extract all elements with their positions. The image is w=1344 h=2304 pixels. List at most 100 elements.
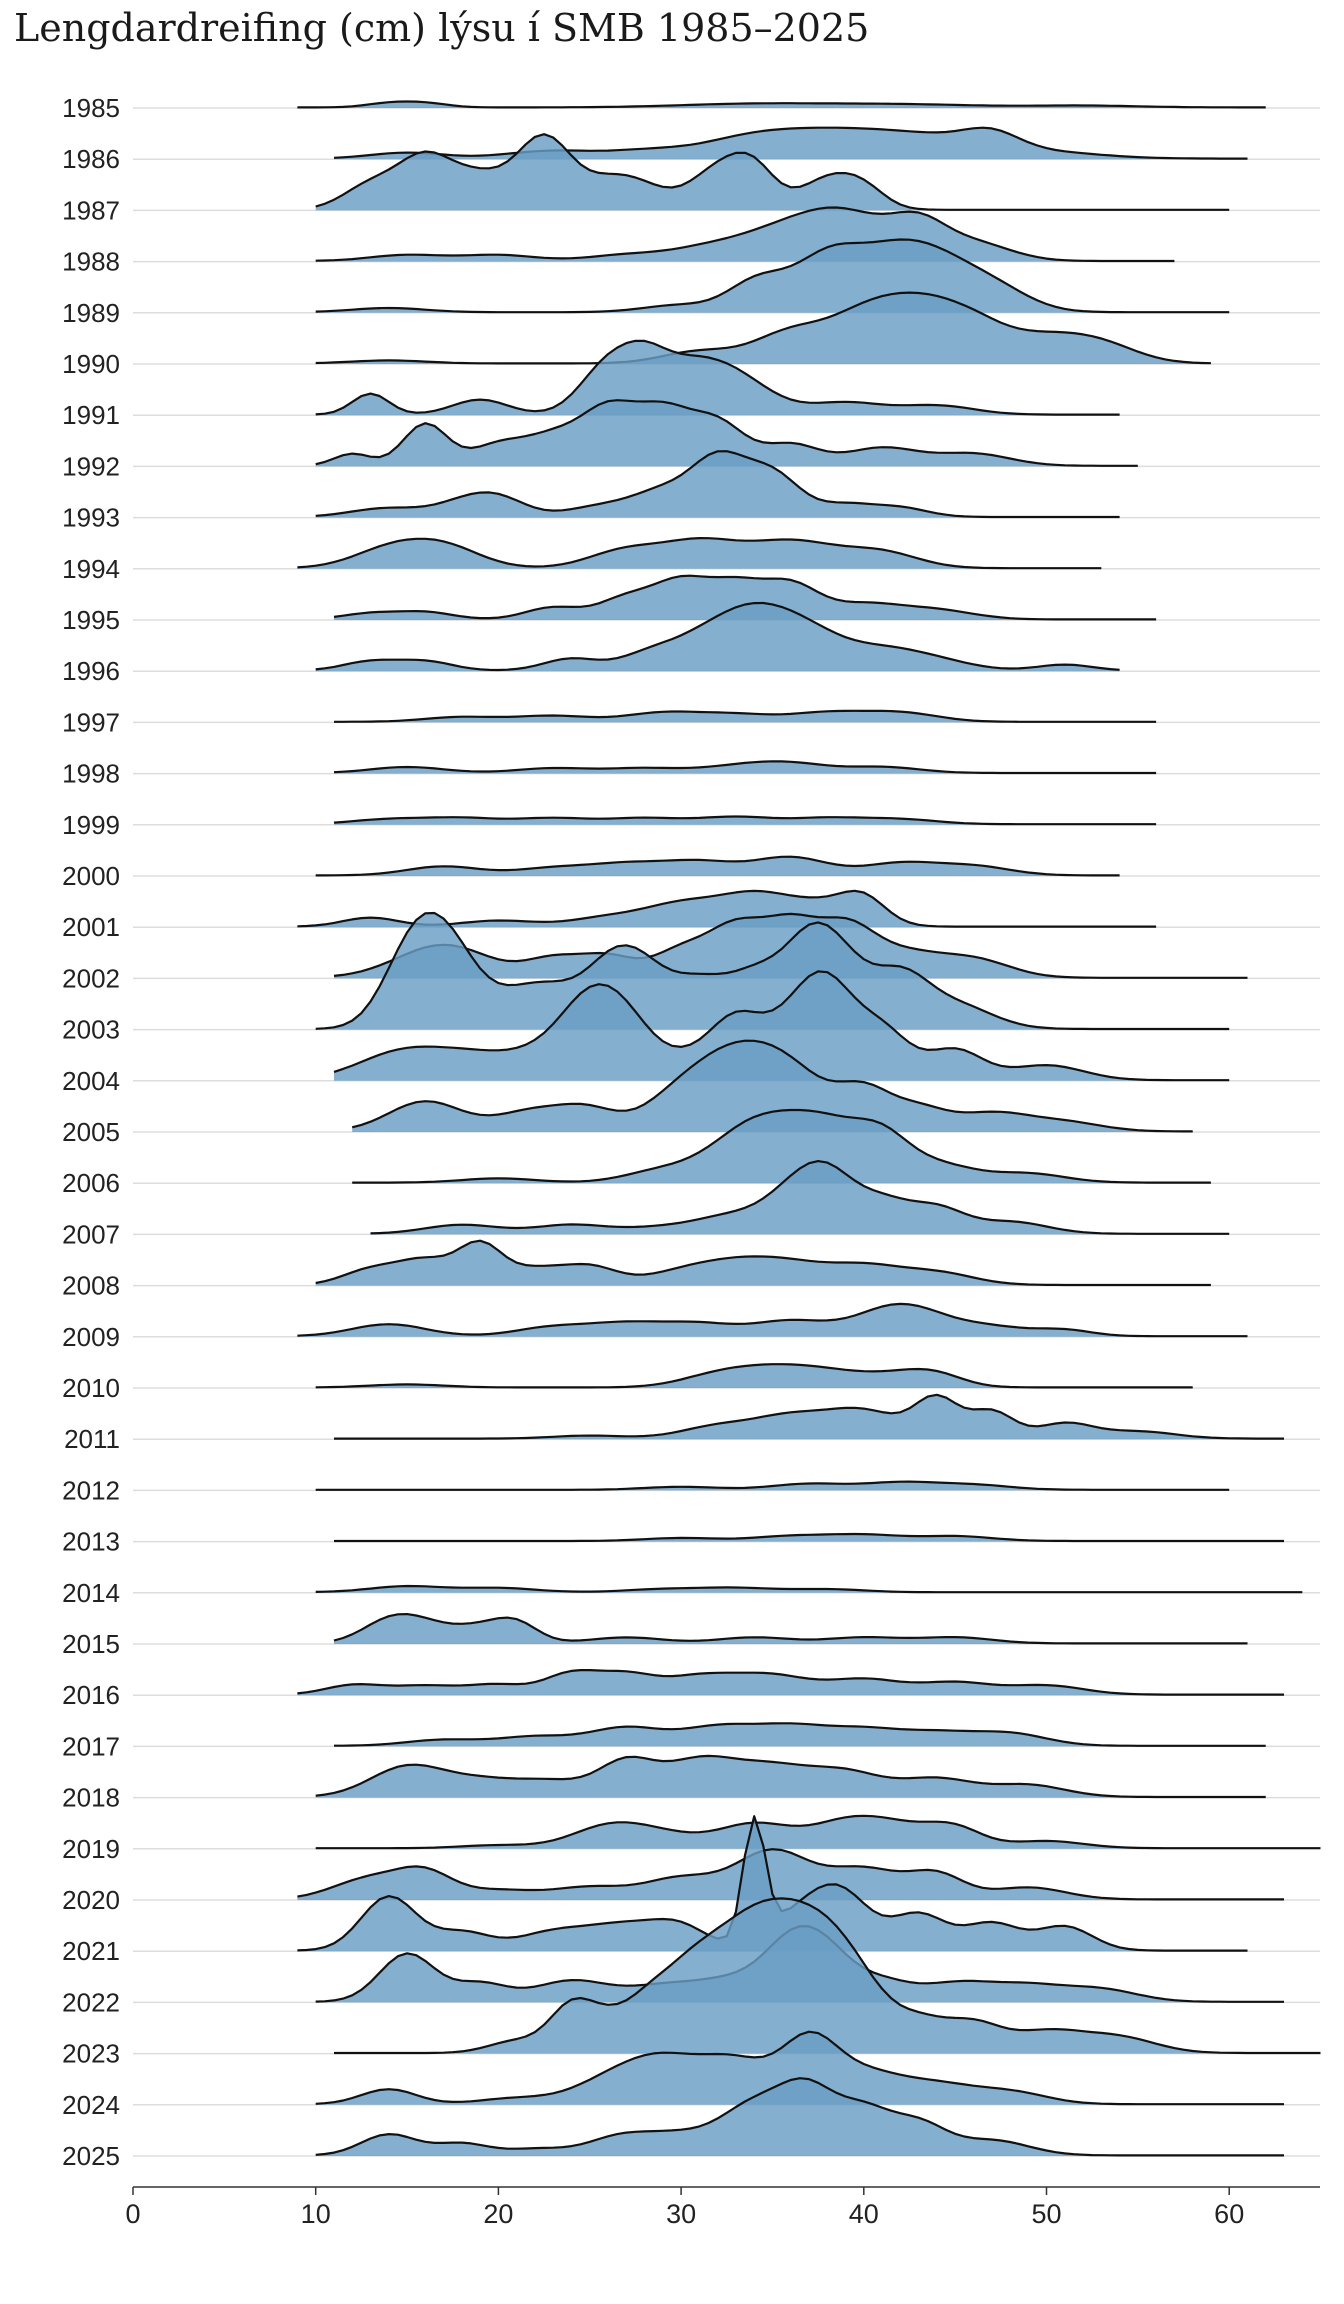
ridge-fill-2004	[334, 971, 1230, 1081]
ridge-line-2006	[352, 1108, 1211, 1184]
ridge-1998	[333, 760, 1157, 775]
x-tick-label-50: 50	[1031, 2199, 1061, 2229]
ridge-line-2018	[315, 1754, 1266, 1799]
ridge-1988	[315, 206, 1175, 263]
ridge-2016	[297, 1669, 1284, 1696]
ridge-line-1992	[315, 399, 1138, 467]
year-label-1996: 1996	[62, 656, 120, 686]
ridge-fill-2006	[352, 1110, 1211, 1184]
year-label-2017: 2017	[62, 1731, 120, 1761]
x-tick-label-60: 60	[1214, 2199, 1244, 2229]
ridge-line-2019	[315, 1814, 1321, 1850]
ridge-line-2017	[334, 1722, 1266, 1747]
year-label-2002: 2002	[62, 963, 120, 993]
ridge-fill-2010	[315, 1364, 1193, 1388]
ridge-fill-2023	[334, 1898, 1321, 2054]
ridge-1990	[315, 291, 1211, 365]
year-label-2013: 2013	[62, 1527, 120, 1557]
ridge-line-2003	[315, 911, 1230, 1031]
ridge-fill-2005	[352, 1040, 1193, 1132]
ridge-line-2020	[297, 1848, 1284, 1901]
ridge-1991	[315, 339, 1120, 416]
ridge-line-2008	[315, 1239, 1211, 1287]
chart-title: Lengdardreifing (cm) lýsu í SMB 1985–202…	[14, 6, 870, 50]
year-label-2006: 2006	[62, 1168, 120, 1198]
year-label-2010: 2010	[62, 1373, 120, 1403]
year-label-1991: 1991	[62, 400, 120, 430]
ridge-line-1986	[333, 126, 1248, 160]
ridge-2005	[351, 1039, 1193, 1133]
year-label-1992: 1992	[62, 451, 120, 481]
year-label-2011: 2011	[64, 1424, 120, 1454]
ridge-line-2016	[297, 1669, 1284, 1696]
ridge-line-1998	[333, 760, 1157, 775]
ridge-2014	[315, 1584, 1303, 1594]
ridge-line-1989	[315, 238, 1230, 314]
ridge-line-2004	[333, 970, 1230, 1082]
ridge-line-2015	[333, 1613, 1248, 1645]
ridge-2012	[315, 1480, 1230, 1491]
ridge-line-2009	[297, 1302, 1248, 1338]
ridge-fill-2003	[315, 913, 1230, 1030]
ridge-2000	[315, 855, 1120, 877]
ridge-fill-2007	[370, 1161, 1230, 1235]
ridge-fill-2013	[334, 1534, 1284, 1542]
ridge-1987	[315, 133, 1230, 211]
ridge-fill-1997	[334, 710, 1157, 723]
ridge-line-2010	[315, 1363, 1193, 1389]
ridge-fill-2000	[315, 856, 1120, 876]
ridge-line-1990	[315, 291, 1211, 365]
year-label-2019: 2019	[62, 1834, 120, 1864]
year-label-1998: 1998	[62, 759, 120, 789]
ridge-line-2007	[370, 1160, 1230, 1235]
ridge-line-1999	[333, 815, 1157, 826]
ridge-2007	[370, 1160, 1230, 1235]
ridge-fill-1998	[334, 761, 1157, 774]
ridge-2004	[333, 970, 1230, 1082]
year-label-1994: 1994	[62, 554, 120, 584]
ridge-2019	[315, 1814, 1321, 1850]
ridge-fill-1987	[315, 134, 1230, 211]
ridge-fill-2011	[334, 1394, 1284, 1440]
year-label-2016: 2016	[62, 1680, 120, 1710]
ridge-line-2000	[315, 855, 1120, 877]
year-label-1987: 1987	[62, 195, 120, 225]
ridge-1994	[297, 537, 1102, 570]
ridge-fill-2001	[297, 890, 1157, 928]
ridge-line-1988	[315, 206, 1175, 263]
year-label-1990: 1990	[62, 349, 120, 379]
ridge-line-1991	[315, 339, 1120, 416]
ridge-2008	[315, 1239, 1211, 1287]
ridge-2024	[315, 2030, 1284, 2106]
year-label-2003: 2003	[62, 1015, 120, 1045]
ridge-line-2011	[334, 1393, 1284, 1440]
ridge-line-1987	[315, 133, 1230, 211]
ridge-1999	[333, 815, 1157, 826]
ridge-2020	[297, 1848, 1284, 1901]
ridge-2023	[334, 1897, 1321, 2055]
year-label-2005: 2005	[62, 1117, 120, 1147]
ridge-1996	[315, 601, 1120, 672]
year-label-1985: 1985	[62, 93, 120, 123]
year-label-1986: 1986	[62, 144, 120, 174]
ridge-line-1994	[297, 537, 1102, 570]
year-label-1989: 1989	[62, 298, 120, 328]
year-label-2007: 2007	[62, 1219, 120, 1249]
year-label-2012: 2012	[62, 1475, 120, 1505]
year-label-1988: 1988	[62, 247, 120, 277]
ridge-line-1996	[315, 601, 1120, 672]
ridge-fill-1988	[315, 207, 1175, 262]
ridge-2011	[334, 1393, 1284, 1440]
ridge-1985	[297, 100, 1266, 109]
year-label-2014: 2014	[62, 1578, 120, 1608]
ridge-2017	[334, 1722, 1266, 1747]
x-tick-label-0: 0	[125, 2199, 140, 2229]
ridge-fill-2019	[315, 1815, 1321, 1849]
ridge-line-2021	[297, 1815, 1248, 1952]
ridge-fill-1996	[315, 603, 1120, 672]
x-tick-label-10: 10	[301, 2199, 331, 2229]
ridge-fill-1990	[315, 292, 1211, 364]
ridge-line-2025	[315, 2077, 1284, 2157]
ridge-line-2005	[351, 1039, 1193, 1133]
